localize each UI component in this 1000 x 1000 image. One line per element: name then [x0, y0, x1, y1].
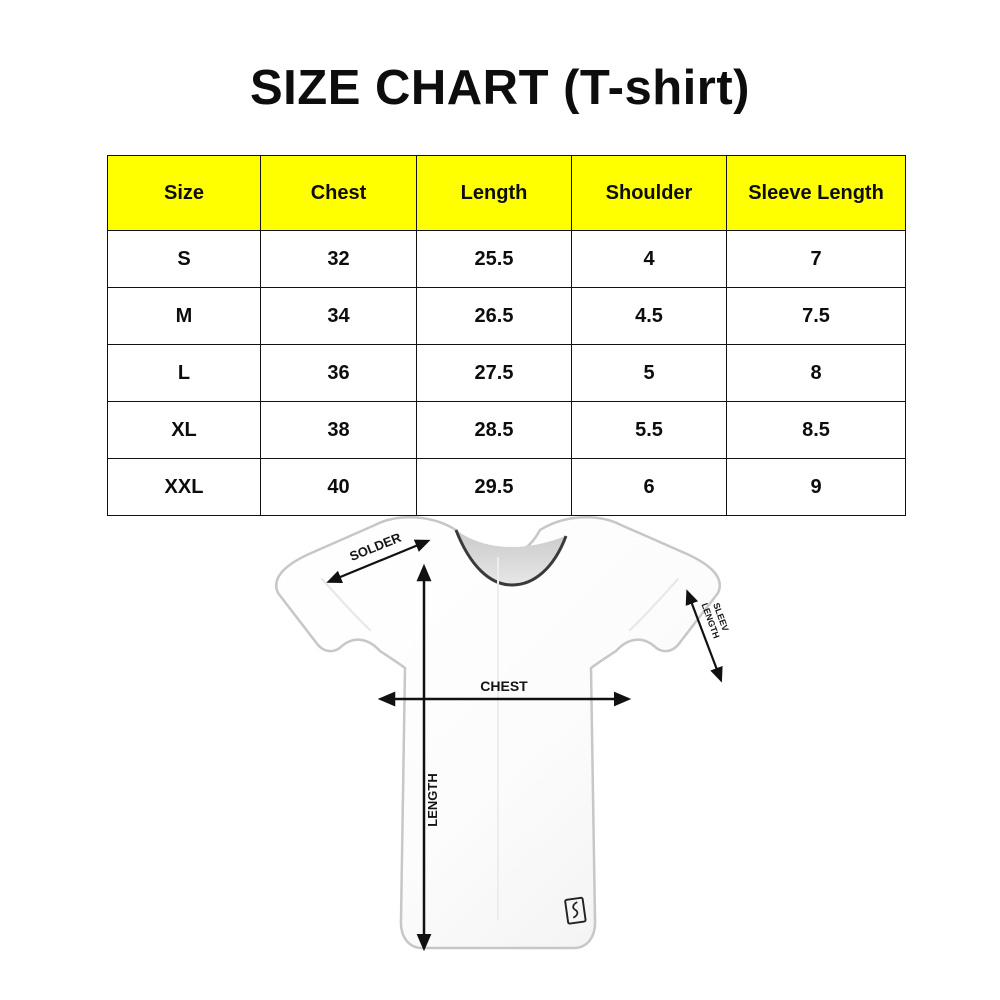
svg-text:LENGTH: LENGTH [425, 773, 440, 826]
svg-text:CHEST: CHEST [480, 678, 528, 694]
